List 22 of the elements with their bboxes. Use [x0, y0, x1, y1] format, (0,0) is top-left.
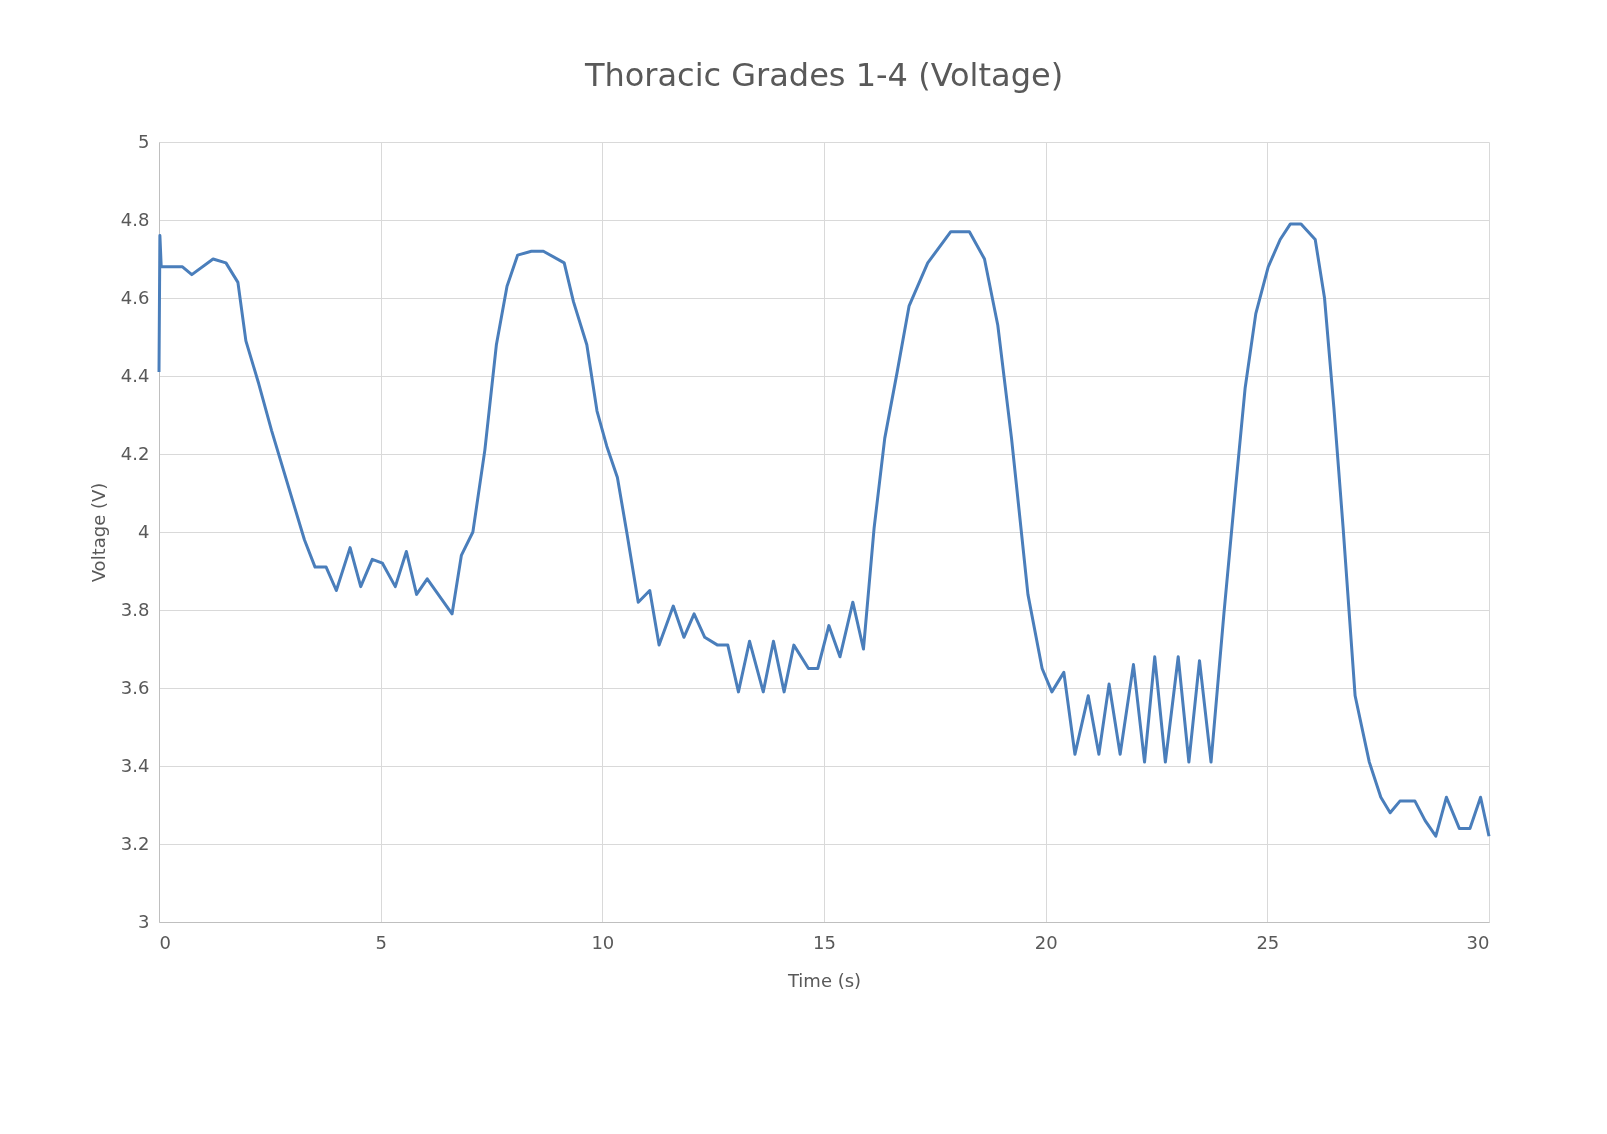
- x-tick-label: 25: [1256, 931, 1280, 953]
- x-tick-label: 5: [375, 931, 387, 953]
- y-tick-label: 4.2: [120, 442, 150, 464]
- y-tick-label: 4: [138, 520, 150, 542]
- y-tick-label: 4.4: [120, 364, 150, 386]
- y-tick-label: 4.6: [120, 286, 150, 308]
- x-axis-title: Time (s): [786, 969, 862, 991]
- y-tick-label: 3: [138, 910, 150, 932]
- y-tick-label: 4.8: [120, 208, 150, 230]
- x-tick-label: 15: [813, 931, 836, 953]
- chart-title: Thoracic Grades 1-4 (Voltage): [583, 56, 1064, 94]
- y-tick-label: 3.4: [120, 754, 150, 776]
- x-tick-label: 10: [591, 931, 615, 953]
- line-series: [157, 222, 1491, 838]
- y-tick-label: 3.2: [120, 832, 150, 854]
- x-tick-label: 20: [1034, 931, 1058, 953]
- y-tick-label: 5: [138, 130, 150, 152]
- y-tick-label: 3.6: [120, 676, 150, 698]
- x-tick-label: 0: [159, 931, 171, 953]
- y-axis-title: Voltage (V): [87, 482, 109, 583]
- x-tick-label: 30: [1466, 931, 1490, 953]
- y-tick-label: 3.8: [120, 598, 150, 620]
